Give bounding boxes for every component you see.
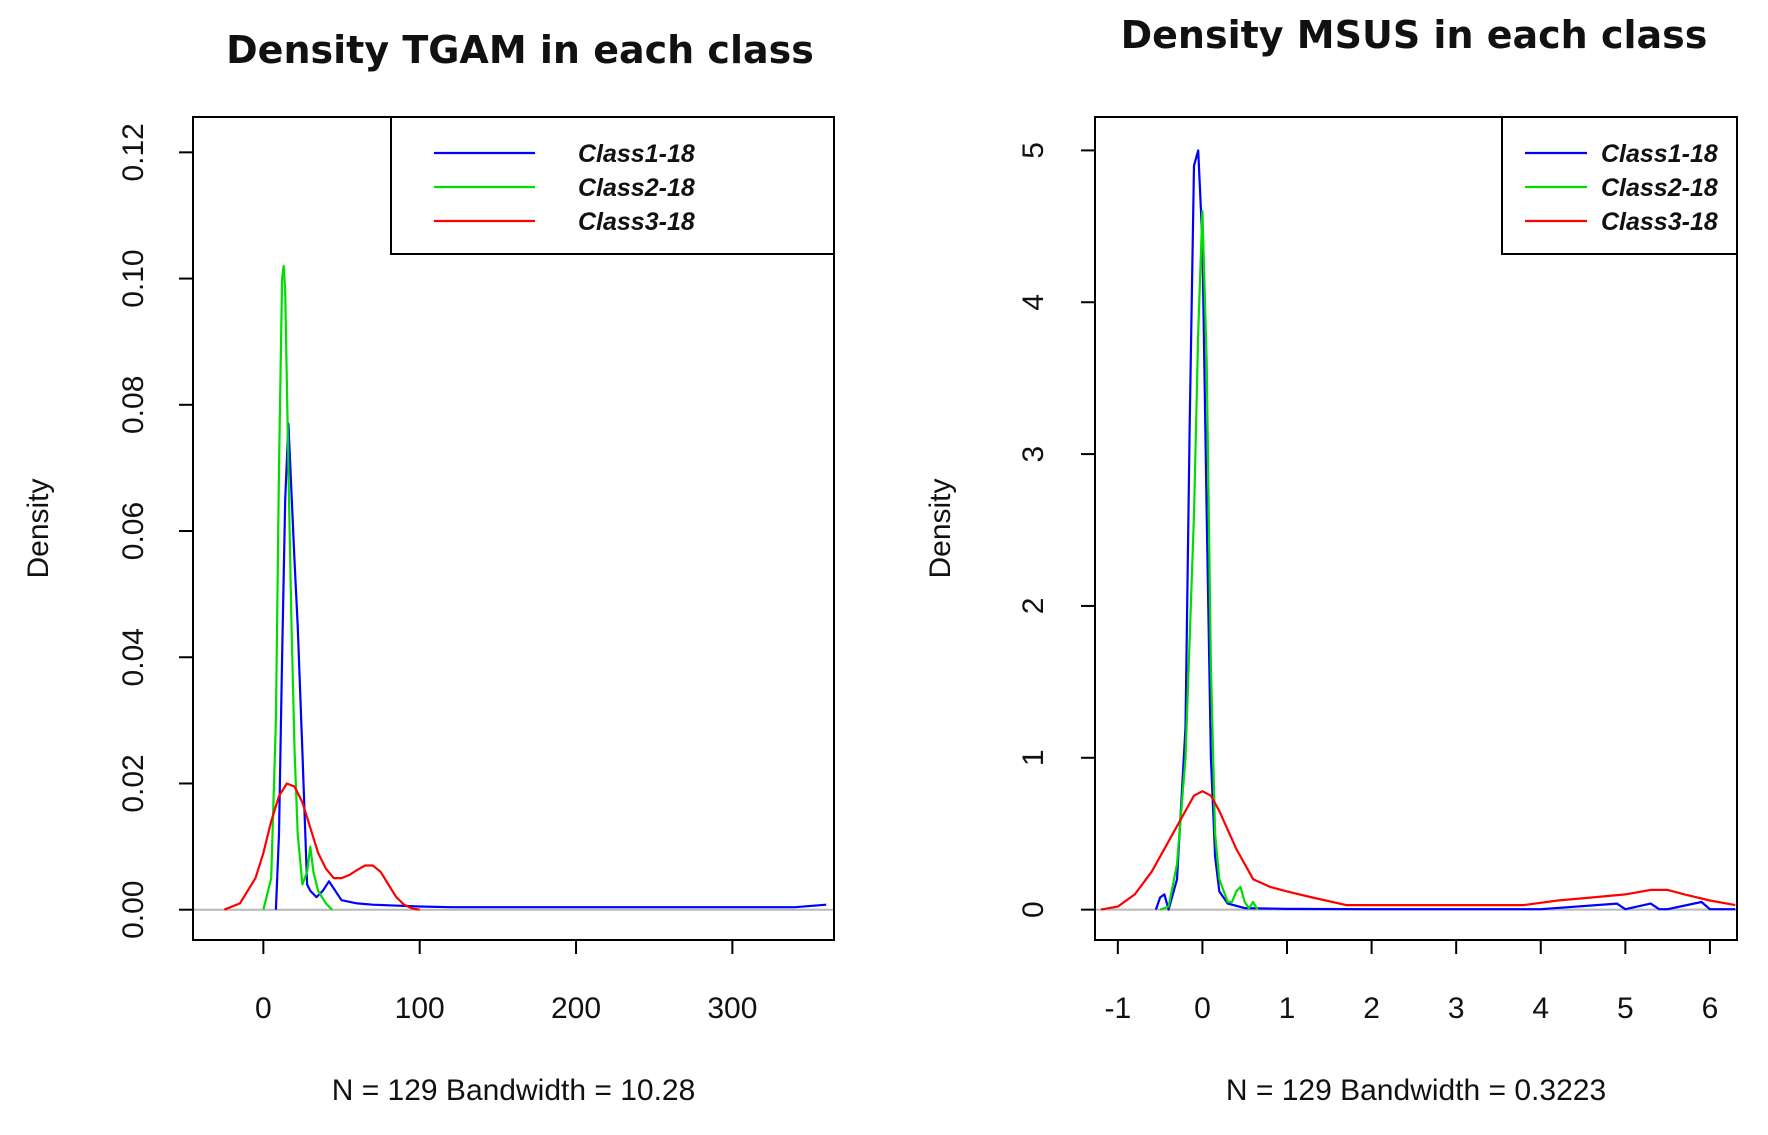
legend: Class1-18 Class2-18 Class3-18 [390,116,835,255]
y-tick-label: 0.02 [117,754,150,812]
y-tick-label: 0.04 [117,628,150,686]
legend-label: Class3-18 [1601,208,1718,236]
x-tick-label: 3 [1448,992,1465,1025]
chart-panel-2: Density MSUS in each class -1 0 1 2 3 4 5 6 0 1 2 3 4… [924,13,1738,1107]
y-tick-label: 5 [1017,142,1050,159]
x-tick-label: -1 [1104,992,1131,1025]
x-tick-label: 6 [1702,992,1719,1025]
x-axis-label: N = 129 Bandwidth = 0.3223 [1226,1074,1606,1107]
chart-panel-1: Density TGAM in each class 0 100 200 300 0.00… [22,28,835,1107]
y-axis-label: Density [22,478,55,578]
x-tick-label: 1 [1279,992,1296,1025]
legend-box [1501,116,1738,255]
plot-frame [1094,116,1738,941]
y-tick-label: 1 [1017,749,1050,766]
series-line-class1-18 [274,422,827,910]
y-tick-label: 4 [1017,294,1050,311]
x-tick-label: 0 [1194,992,1211,1025]
x-tick-label: 300 [707,992,757,1025]
y-tick-label: 0.12 [117,123,150,181]
legend-label: Class1-18 [1601,140,1718,168]
x-tick-label: 5 [1617,992,1634,1025]
chart-title: Density TGAM in each class [226,28,814,72]
chart-title: Density MSUS in each class [1121,13,1708,57]
y-tick-label: 0.10 [117,249,150,307]
series-line-class1-18 [1154,149,1736,911]
legend: Class1-18 Class2-18 Class3-18 [1501,116,1738,255]
series-line-class3-18 [1100,790,1736,911]
y-tick-label: 0.00 [117,881,150,939]
x-tick-label: 2 [1363,992,1380,1025]
y-tick-label: 0.06 [117,502,150,560]
x-axis-label: N = 129 Bandwidth = 10.28 [332,1074,696,1107]
y-tick-label: 0.08 [117,376,150,434]
series-line-class2-18 [1159,210,1259,911]
y-tick-label: 0 [1017,901,1050,918]
x-tick-label: 4 [1532,992,1549,1025]
x-tick-label: 100 [395,992,445,1025]
x-tick-label: 200 [551,992,601,1025]
series-line-class2-18 [262,264,333,911]
legend-label: Class2-18 [1601,174,1718,202]
y-axis-label: Density [924,478,957,578]
legend-label: Class2-18 [578,174,695,202]
legend-box [390,116,835,255]
legend-label: Class1-18 [578,140,695,168]
series-line-class3-18 [223,782,420,911]
y-tick-label: 3 [1017,446,1050,463]
y-tick-label: 2 [1017,598,1050,615]
legend-label: Class3-18 [578,208,695,236]
x-tick-label: 0 [255,992,272,1025]
